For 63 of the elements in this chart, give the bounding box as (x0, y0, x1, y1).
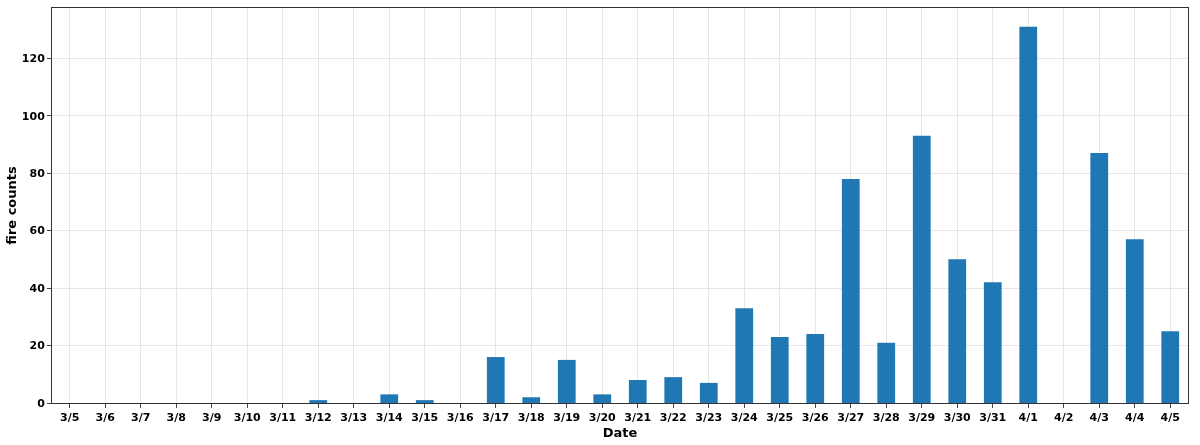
x-tick-label: 3/30 (943, 411, 972, 425)
x-tick-label: 4/4 (1125, 411, 1145, 425)
bar (877, 342, 896, 403)
y-axis-title: fire counts (4, 166, 19, 245)
x-tick-label: 3/26 (801, 411, 830, 425)
bar (948, 259, 967, 403)
x-tick-label: 3/25 (766, 411, 794, 425)
bar (699, 382, 718, 403)
x-tick-label: 3/20 (588, 411, 617, 425)
x-tick-label: 3/7 (131, 411, 151, 425)
x-tick-label: 3/24 (730, 411, 759, 425)
bar (770, 336, 789, 403)
x-tick-label: 3/29 (908, 411, 936, 425)
bar (309, 400, 328, 403)
x-tick-label: 4/1 (1018, 411, 1038, 425)
x-axis-title: Date (602, 424, 638, 440)
x-tick-label: 3/21 (624, 411, 652, 425)
x-tick-label: 3/22 (659, 411, 687, 425)
x-tick-label: 3/19 (553, 411, 581, 425)
x-tick-label: 3/8 (166, 411, 186, 425)
x-tick-label: 3/10 (233, 411, 262, 425)
x-tick-label: 3/23 (695, 411, 723, 425)
bar (522, 397, 541, 403)
bar (628, 380, 647, 403)
x-tick-label: 3/28 (872, 411, 900, 425)
x-tick-label: 3/6 (95, 411, 116, 425)
x-tick-label: 3/11 (269, 411, 297, 425)
bar (1161, 331, 1180, 403)
bar (593, 394, 612, 403)
x-tick-label: 3/16 (446, 411, 475, 425)
y-tick-label: 40 (29, 281, 46, 295)
x-tick-label: 3/14 (375, 411, 404, 425)
y-tick-label: 0 (37, 396, 46, 410)
y-tick-label: 80 (29, 167, 46, 181)
bar (806, 334, 825, 403)
y-tick-label: 120 (21, 52, 46, 66)
bar (983, 282, 1002, 403)
y-tick-label: 100 (21, 109, 46, 123)
x-tick-label: 3/18 (517, 411, 545, 425)
bar (486, 357, 505, 403)
x-tick-label: 4/5 (1160, 411, 1180, 425)
bar (1090, 153, 1109, 403)
bar (1019, 26, 1038, 403)
bar (415, 400, 434, 403)
x-tick-label: 3/5 (60, 411, 80, 425)
bar (664, 377, 683, 403)
x-tick-label: 3/31 (979, 411, 1007, 425)
bar (1125, 239, 1144, 403)
bar (735, 308, 754, 403)
x-tick-label: 3/27 (837, 411, 865, 425)
x-tick-label: 4/3 (1089, 411, 1109, 425)
y-tick-label: 60 (29, 224, 46, 238)
bar (380, 394, 399, 403)
x-tick-label: 4/2 (1054, 411, 1074, 425)
x-tick-label: 3/9 (202, 411, 222, 425)
x-tick-label: 3/12 (304, 411, 332, 425)
bar (912, 135, 931, 403)
bar (841, 178, 860, 403)
x-tick-label: 3/13 (340, 411, 368, 425)
bar (557, 359, 576, 403)
y-tick-label: 20 (29, 339, 46, 353)
x-tick-label: 3/17 (482, 411, 510, 425)
x-tick-label: 3/15 (411, 411, 439, 425)
